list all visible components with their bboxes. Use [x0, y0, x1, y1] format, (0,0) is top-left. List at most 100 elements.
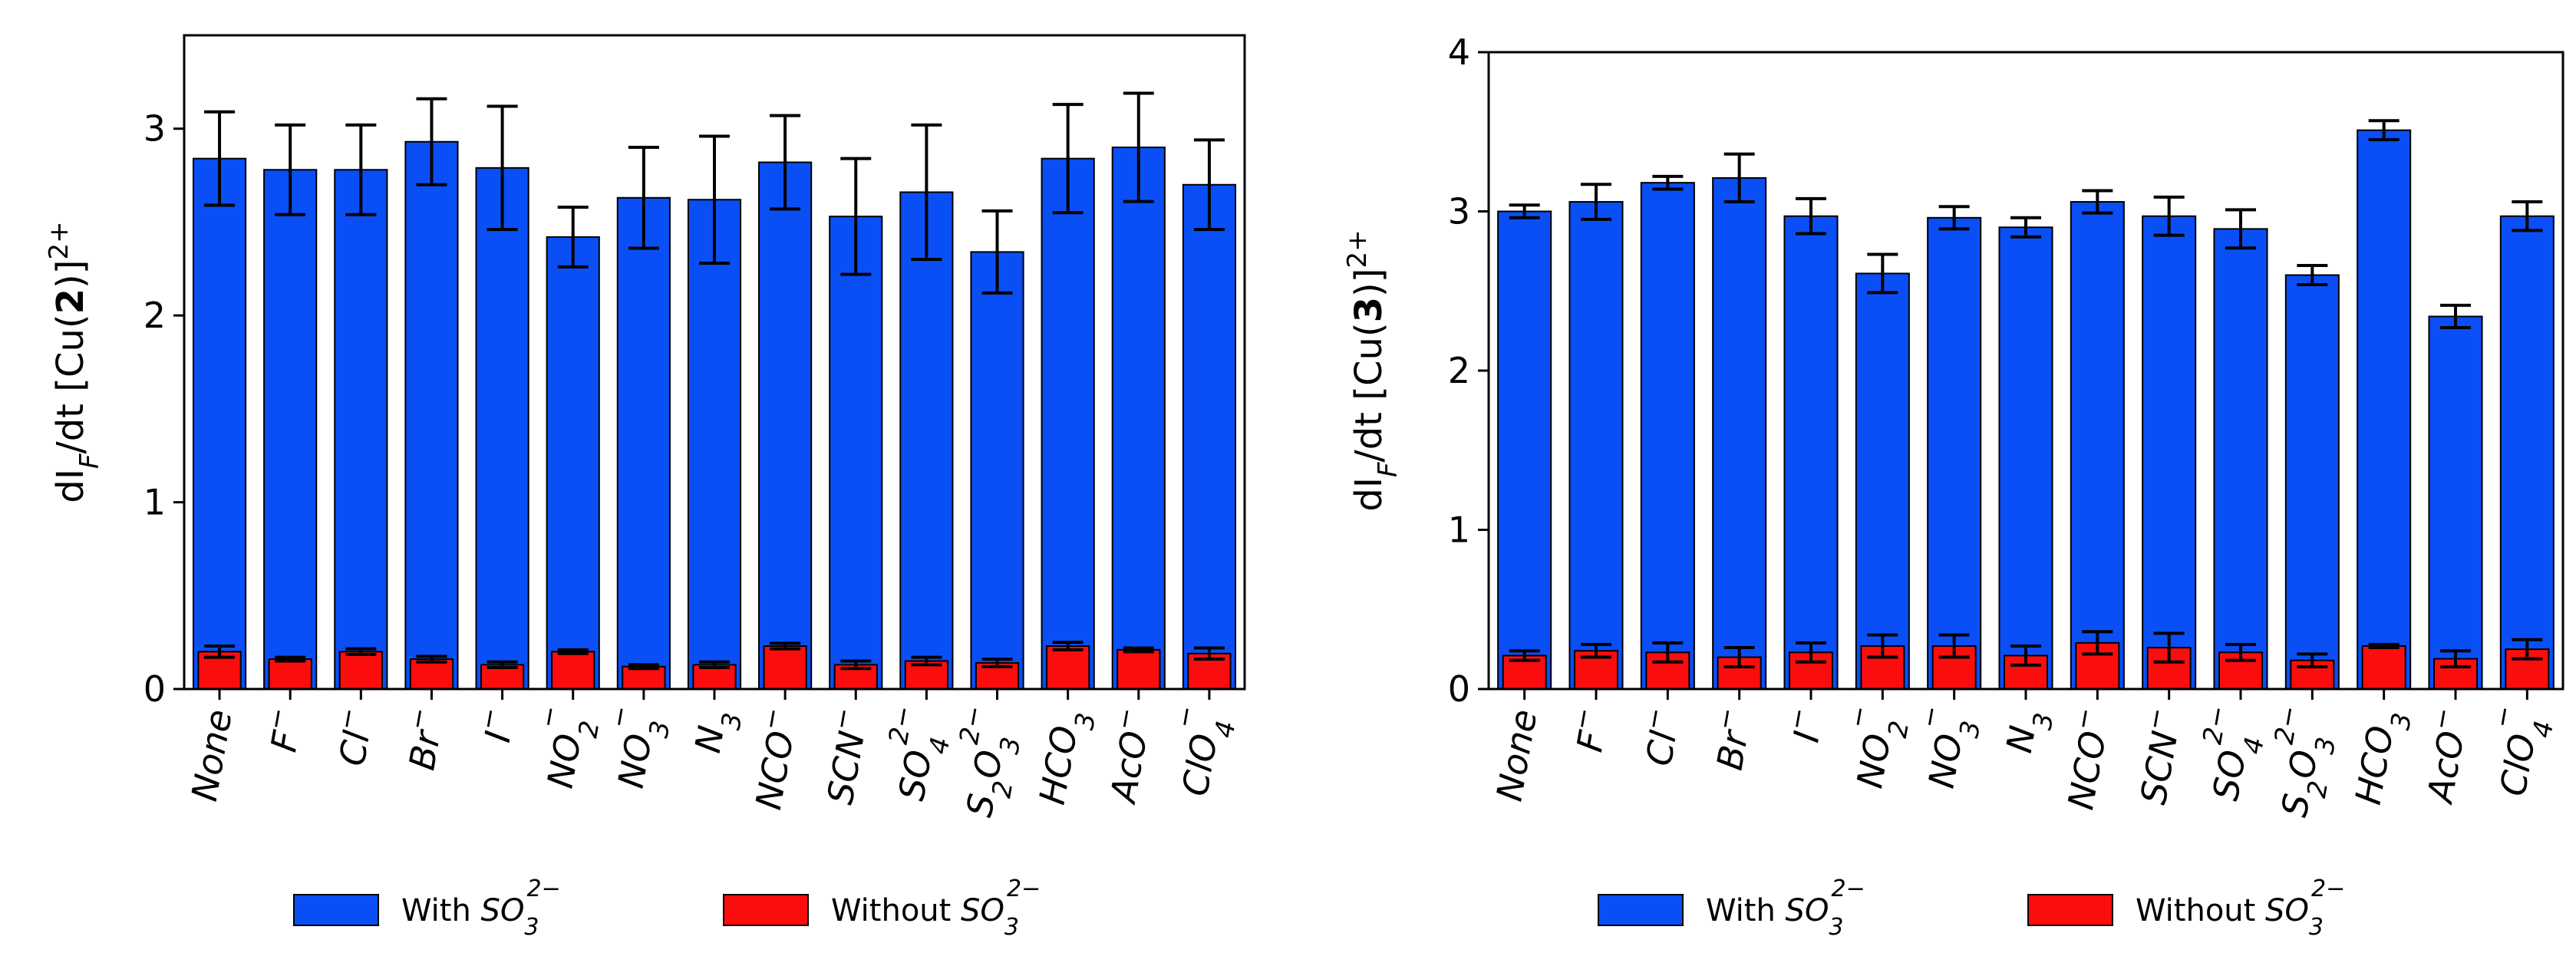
bar-with-1	[263, 169, 318, 691]
bar-with-5	[1855, 272, 1910, 690]
category-label: I−	[1779, 705, 1831, 745]
category-label: ClO4−	[1157, 704, 1243, 802]
y-axis-label: dIF/dt [Cu(3)]2+	[1342, 229, 1403, 511]
category-label: S2O32−	[942, 704, 1031, 823]
category-label: None	[183, 707, 240, 805]
category-label: I−	[470, 705, 523, 745]
errorbar-with-5	[1867, 252, 1898, 295]
errorbar-with-1	[1581, 183, 1611, 221]
category-label: NCO−	[2053, 705, 2118, 813]
y-axis-label: dIF/dt [Cu(2)]2+	[44, 221, 105, 503]
errorbar-without-12	[2368, 642, 2400, 650]
bar-with-8	[758, 161, 813, 690]
legend-without: Without SO32−	[2027, 875, 2345, 941]
bar-without-3	[409, 658, 454, 691]
errorbar-without-9	[840, 659, 872, 671]
category-label: NO2−	[1832, 704, 1916, 794]
y-tick-label: 3	[1448, 191, 1470, 232]
bar-with-7	[687, 199, 742, 690]
errorbar-with-4	[487, 104, 518, 232]
errorbar-without-3	[416, 655, 447, 664]
legend-without-label: Without SO32−	[831, 875, 1041, 941]
y-tick-label: 3	[143, 108, 166, 150]
errorbar-with-10	[911, 123, 942, 262]
errorbar-without-2	[345, 647, 377, 656]
errorbar-with-13	[2440, 303, 2471, 329]
bar-with-11	[970, 251, 1024, 690]
errorbar-with-8	[770, 114, 801, 211]
errorbar-with-3	[1723, 152, 1755, 204]
bar-with-13	[1111, 147, 1166, 691]
errorbar-with-12	[1052, 103, 1084, 215]
errorbar-without-0	[1509, 649, 1540, 662]
bar-with-0	[192, 157, 247, 691]
errorbar-without-7	[2010, 644, 2041, 667]
errorbar-with-12	[2368, 119, 2400, 142]
errorbar-with-2	[1652, 174, 1684, 191]
legend-with-swatch	[1598, 894, 1684, 926]
errorbar-without-14	[2512, 638, 2543, 661]
category-label: S2O32−	[2257, 704, 2347, 823]
errorbar-without-11	[981, 658, 1013, 668]
legend-with-label: With SO32−	[1706, 875, 1865, 941]
bar-with-4	[1783, 215, 1839, 691]
category-label: F−	[256, 705, 311, 755]
errorbar-without-5	[557, 648, 589, 655]
errorbar-without-4	[1796, 641, 1826, 664]
y-tick-label: 2	[143, 295, 166, 336]
errorbar-with-2	[345, 123, 377, 216]
bar-with-10	[2213, 228, 2268, 690]
errorbar-without-4	[487, 660, 518, 670]
errorbar-with-5	[557, 205, 589, 269]
errorbar-with-11	[981, 209, 1013, 295]
bar-with-11	[2284, 274, 2340, 690]
category-label: SCN−	[2126, 705, 2190, 807]
chart-right: 0 1 2 3 4 None F− Cl− Br− I−NO2−NO3−N3NCO−SCN−SO4…	[1342, 31, 2564, 823]
bar-with-12	[1041, 157, 1095, 691]
errorbar-without-2	[1652, 641, 1684, 664]
y-tick-label: 4	[1448, 31, 1470, 73]
category-label: None	[1488, 707, 1545, 805]
errorbar-without-6	[1938, 633, 1970, 659]
legend-without-swatch	[2027, 894, 2113, 926]
category-label: N3	[1998, 707, 2060, 759]
y-tick-label: 1	[1448, 509, 1470, 551]
bar-without-8	[763, 645, 807, 690]
category-label: Cl−	[1631, 705, 1688, 769]
category-label: ClO4−	[2475, 704, 2561, 802]
errorbar-with-7	[2010, 216, 2041, 239]
category-label: SO42−	[2188, 704, 2274, 806]
bar-without-1	[268, 658, 312, 691]
bar-without-5	[551, 651, 595, 690]
errorbar-with-14	[2512, 200, 2543, 232]
errorbar-with-4	[1796, 196, 1826, 236]
errorbar-without-8	[770, 641, 801, 651]
legend-with-label: With SO32−	[401, 875, 561, 941]
bar-with-9	[829, 216, 883, 690]
errorbar-without-14	[1193, 646, 1225, 661]
category-label: HCO3	[2347, 707, 2419, 810]
errorbar-without-13	[1123, 646, 1154, 654]
category-label: F−	[1562, 705, 1617, 755]
legend-without-swatch	[723, 894, 809, 926]
category-label: SCN−	[813, 705, 876, 807]
errorbar-without-12	[1052, 641, 1084, 651]
bar-without-13	[1116, 648, 1161, 691]
errorbar-without-1	[1581, 642, 1611, 659]
bar-with-3	[404, 140, 459, 691]
legend-with: With SO32−	[293, 875, 561, 941]
errorbar-with-6	[628, 146, 659, 250]
category-label: Cl−	[325, 705, 381, 769]
bar-with-13	[2428, 315, 2483, 690]
y-tick-label: 1	[143, 482, 166, 523]
legend-left: With SO32− Without SO32−	[293, 875, 1041, 941]
legend-without-label: Without SO32−	[2136, 875, 2345, 941]
legend-with: With SO32−	[1598, 875, 1865, 941]
y-tick-label: 0	[143, 668, 166, 710]
bar-with-5	[546, 236, 600, 691]
category-label: NO3−	[1904, 704, 1988, 794]
errorbar-with-7	[699, 134, 730, 265]
bar-with-2	[334, 169, 388, 691]
errorbar-without-8	[2082, 630, 2113, 656]
